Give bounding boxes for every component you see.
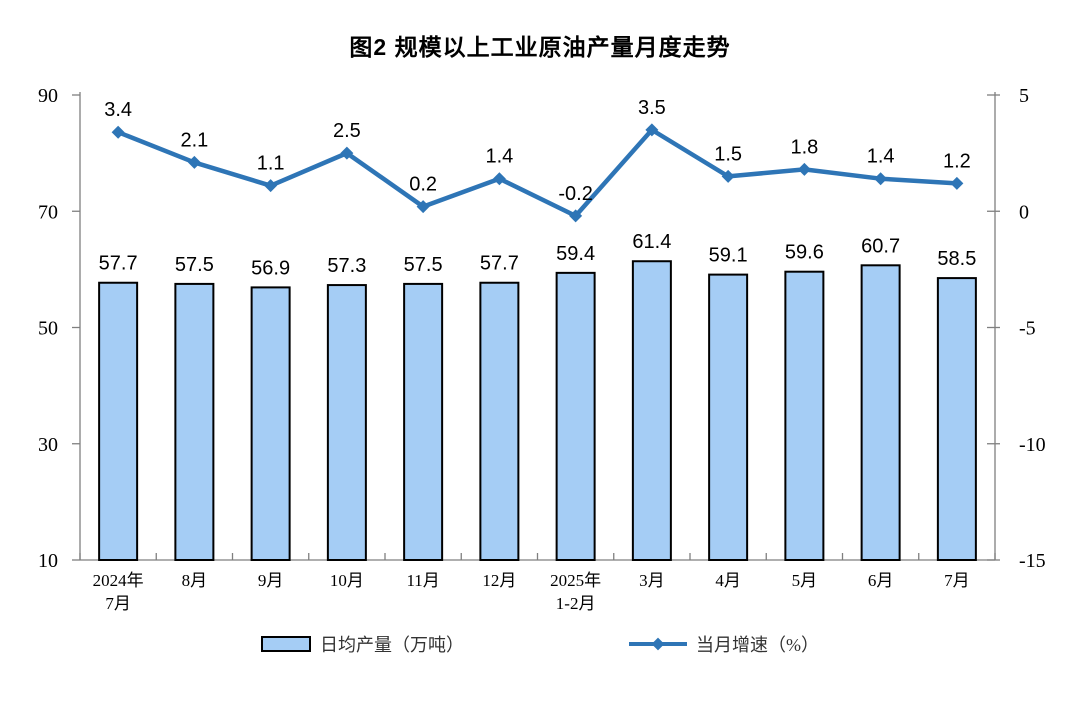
- growth-marker: [492, 172, 506, 186]
- y-axis-left-tick-label: 10: [38, 550, 58, 572]
- bar-value-label: 61.4: [632, 231, 671, 253]
- x-category-label: 7月: [944, 571, 970, 590]
- y-axis-left-tick-label: 30: [38, 434, 58, 456]
- growth-line: [115, 127, 960, 219]
- bar: [784, 270, 825, 561]
- bar: [250, 286, 291, 561]
- legend-item-production: 日均产量（万吨）: [261, 631, 464, 657]
- growth-value-label: 1.5: [714, 143, 742, 165]
- growth-value-label: 1.1: [257, 153, 285, 175]
- x-category-label: 2024年: [93, 571, 144, 590]
- growth-marker: [797, 162, 811, 176]
- bar-value-label: 60.7: [861, 235, 900, 257]
- x-category-label: 9月: [258, 571, 284, 590]
- growth-value-label: 2.5: [333, 120, 361, 142]
- legend-label-production: 日均产量（万吨）: [320, 635, 464, 655]
- bar-value-label: 59.1: [709, 245, 748, 267]
- growth-marker: [874, 172, 888, 186]
- y-axis-left-tick-label: 90: [38, 85, 58, 107]
- y-axis-left-tick-label: 50: [38, 318, 58, 340]
- growth-marker: [416, 200, 430, 214]
- bar-value-label: 57.7: [99, 253, 138, 275]
- bar-value-label: 57.5: [175, 254, 214, 276]
- growth-value-label: 3.4: [104, 99, 132, 121]
- x-category-label: 11月: [406, 571, 439, 590]
- x-category-label: 4月: [715, 571, 741, 590]
- bar-value-label: 59.6: [785, 242, 824, 264]
- growth-value-label: 1.8: [790, 136, 818, 158]
- x-category-label: 5月: [792, 571, 818, 590]
- x-category-label: 12月: [482, 571, 516, 590]
- growth-value-label: 1.4: [867, 146, 895, 168]
- y-axis-right-tick-label: 5: [1019, 85, 1029, 107]
- line-series-swatch: [629, 637, 687, 651]
- growth-value-label: 2.1: [180, 129, 208, 151]
- growth-value-label: 0.2: [409, 174, 437, 196]
- bar-value-label: 58.5: [937, 248, 976, 270]
- growth-marker: [264, 179, 278, 193]
- x-category-label: 2025年: [550, 571, 601, 590]
- bar: [631, 260, 672, 561]
- chart-legend: 日均产量（万吨） 当月增速（%）: [0, 631, 1080, 657]
- growth-marker: [645, 123, 659, 137]
- bar: [174, 282, 215, 561]
- x-category-label: 10月: [330, 571, 364, 590]
- growth-value-label: 1.2: [943, 150, 971, 172]
- y-axis-right-tick-label: -10: [1019, 434, 1046, 456]
- growth-value-label: 3.5: [638, 97, 666, 119]
- y-axis-right-tick-label: -15: [1019, 550, 1046, 572]
- bar-series-swatch: [261, 636, 311, 652]
- bar-value-label: 57.7: [480, 253, 519, 275]
- x-category-label: 3月: [639, 571, 665, 590]
- x-category-label: 6月: [868, 571, 894, 590]
- growth-value-label: -0.2: [558, 183, 592, 205]
- bar: [326, 284, 367, 561]
- bar: [555, 271, 596, 561]
- growth-marker: [340, 146, 354, 160]
- x-category-label: 7月: [105, 594, 131, 613]
- x-category-label: 1-2月: [556, 594, 596, 613]
- growth-marker: [721, 169, 735, 183]
- y-axis-left-tick-label: 70: [38, 201, 58, 223]
- bar-value-label: 56.9: [251, 257, 290, 279]
- y-axis-right-tick-label: 0: [1019, 201, 1029, 223]
- growth-marker: [950, 176, 964, 190]
- bar-value-label: 57.3: [327, 255, 366, 277]
- bar: [936, 277, 977, 561]
- bar: [860, 264, 901, 561]
- bar: [479, 281, 520, 561]
- legend-label-growth: 当月增速（%）: [696, 635, 819, 655]
- growth-marker: [111, 125, 125, 139]
- y-axis-right-tick-label: -5: [1019, 318, 1036, 340]
- bar: [403, 282, 444, 561]
- bar-value-label: 59.4: [556, 243, 595, 265]
- legend-item-growth: 当月增速（%）: [629, 631, 819, 657]
- bar-value-label: 57.5: [404, 254, 443, 276]
- growth-marker: [569, 209, 583, 223]
- chart-title: 图2 规模以上工业原油产量月度走势: [349, 34, 731, 60]
- growth-value-label: 1.4: [485, 146, 513, 168]
- bar: [98, 281, 139, 561]
- x-category-label: 8月: [182, 571, 208, 590]
- bar: [708, 273, 749, 561]
- growth-marker: [187, 155, 201, 169]
